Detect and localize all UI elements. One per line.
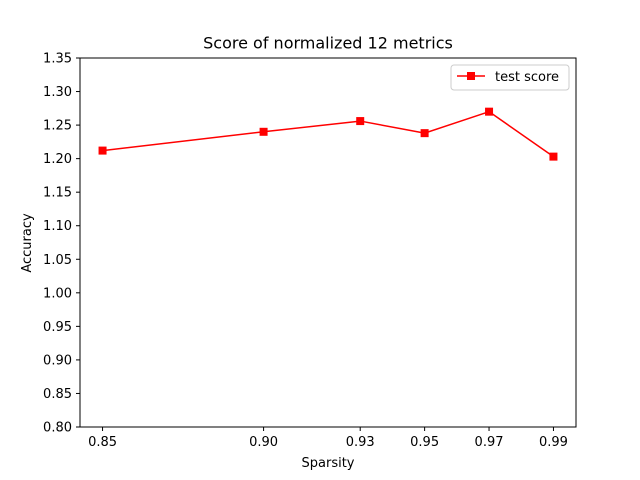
x-tick-label: 0.95: [410, 435, 439, 450]
y-tick-label: 1.05: [43, 253, 72, 268]
x-axis-label: Sparsity: [302, 456, 355, 471]
x-tick-label: 0.97: [475, 435, 504, 450]
y-tick-label: 1.00: [43, 286, 72, 301]
y-tick-label: 0.80: [43, 421, 72, 436]
data-point: [420, 129, 429, 138]
y-tick-label: 1.20: [43, 152, 72, 167]
data-point: [98, 146, 107, 155]
axes-frame: [79, 57, 577, 428]
y-axis-label: Accuracy: [20, 213, 35, 273]
y-tick-label: 1.35: [43, 52, 72, 67]
y-tick-label: 1.25: [43, 119, 72, 134]
axes: 0.85 0.90 0.93 0.95 0.97 0.99 0.80 0.85 0.90 0.95…: [43, 52, 577, 450]
series-line-0: [102, 110, 554, 158]
chart-title: Score of normalized 12 metrics: [203, 34, 453, 53]
y-tick-label: 1.30: [43, 85, 72, 100]
y-tick-label: 1.10: [43, 219, 72, 234]
y-tick-label: 1.15: [43, 186, 72, 201]
y-tick-label: 0.85: [43, 387, 72, 402]
y-tick-label: 0.90: [43, 353, 72, 368]
data-point: [549, 152, 558, 161]
x-tick-label: 0.93: [346, 435, 375, 450]
plot-area: [98, 107, 558, 161]
legend: test score: [450, 64, 570, 91]
x-tick-label: 0.85: [88, 435, 117, 450]
x-tick-label: 0.90: [249, 435, 278, 450]
legend-box: [450, 64, 570, 91]
y-tick-label: 0.95: [43, 320, 72, 335]
data-point: [485, 107, 494, 116]
x-tick-label: 0.99: [539, 435, 568, 450]
data-point: [259, 127, 268, 136]
legend-marker-swatch: [467, 72, 475, 80]
legend-label-test-score: test score: [495, 70, 559, 85]
data-point: [356, 117, 365, 126]
